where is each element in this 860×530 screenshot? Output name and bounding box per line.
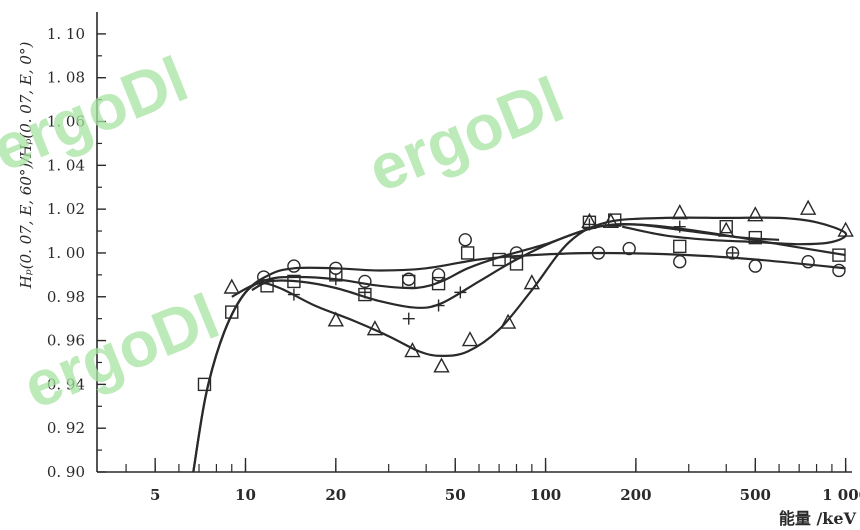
x-tick-label: 100 (530, 486, 561, 504)
square-marker (402, 274, 416, 289)
plus-marker (358, 286, 371, 299)
circle-marker (458, 233, 472, 247)
triangle-marker (223, 278, 240, 294)
square-marker (225, 305, 239, 319)
plus-marker (583, 218, 596, 231)
y-axis-label: Hₚ(0. 07, E, 60°)/Hₚ(0. 07, E, 0°) (17, 42, 35, 290)
triangle-marker (366, 320, 384, 336)
square-marker (832, 248, 846, 262)
plus-marker (673, 220, 686, 233)
circle-series-curve (192, 251, 846, 473)
square-marker (748, 230, 763, 245)
circle-marker (591, 246, 606, 260)
y-tick-label: 1. 02 (47, 200, 85, 218)
y-tick-label: 0. 96 (47, 332, 85, 350)
x-tick-label: 50 (445, 486, 466, 504)
triangle-marker (499, 313, 517, 329)
x-tick-label: 500 (740, 486, 771, 504)
triangle-marker (799, 199, 817, 215)
triangle-marker (602, 212, 620, 228)
triangle-marker (461, 331, 479, 347)
square-marker (719, 219, 733, 234)
axes: 0. 90 0. 92 0. 94 0. 96 0. 98 1. 00 1. 02 1. 04… (47, 12, 860, 504)
square-marker (260, 279, 274, 293)
plus-marker (454, 286, 467, 299)
y-tick-label: 1. 10 (47, 25, 85, 43)
square-marker (431, 276, 446, 291)
triangle-marker (327, 311, 344, 327)
plus-marker (287, 288, 300, 301)
y-tick-label: 0. 92 (47, 419, 85, 437)
circle-marker (431, 268, 446, 282)
circle-marker (287, 259, 301, 273)
circle-marker (509, 246, 524, 260)
plus-marker (329, 273, 342, 286)
circle-marker (748, 259, 763, 273)
circle-marker (358, 274, 372, 289)
square-marker (608, 213, 622, 227)
y-tick-label: 1. 06 (47, 113, 85, 131)
y-tick-label: 1. 04 (47, 156, 85, 174)
fitted-curves (192, 216, 848, 473)
y-tick-label: 1. 00 (47, 244, 85, 262)
triangle-marker (837, 221, 854, 237)
x-tick-label: 5 (150, 486, 160, 504)
axis-labels: Hₚ(0. 07, E, 60°)/Hₚ(0. 07, E, 0°) 能量 /k… (17, 42, 857, 528)
circle-marker (257, 270, 271, 284)
triangle-marker (718, 221, 735, 237)
triangle-marker (671, 204, 688, 220)
x-tick-label: 200 (620, 486, 651, 504)
triangle-marker (404, 342, 421, 358)
x-tick-label: 20 (325, 486, 346, 504)
x-tick-label: 1 000 (822, 486, 860, 504)
circle-marker (801, 255, 815, 269)
x-tick-label: 10 (235, 486, 256, 504)
circle-marker (673, 255, 687, 269)
circle-marker (622, 241, 636, 256)
y-tick-label: 0. 90 (47, 463, 85, 481)
square-marker (509, 257, 524, 271)
triangle-marker (747, 206, 764, 222)
plus-marker (402, 312, 415, 325)
plus-marker (432, 299, 445, 312)
triangle-marker (523, 274, 541, 290)
triangle-marker (433, 357, 450, 373)
y-tick-label: 1. 08 (47, 69, 85, 87)
plus-series-curve (251, 223, 780, 309)
square-marker (460, 246, 475, 260)
square-marker (287, 274, 301, 289)
triangle-series-curve (231, 216, 848, 357)
y-tick-label: 0. 94 (47, 375, 85, 393)
plus-marker (726, 246, 739, 259)
x-axis-label: 能量 /keV (779, 509, 857, 528)
square-marker (492, 252, 506, 267)
square-marker (673, 239, 687, 254)
data-markers (197, 199, 854, 392)
circle-marker (832, 263, 846, 278)
y-tick-label: 0. 98 (47, 288, 85, 306)
square-marker (197, 377, 212, 392)
triangle-marker (581, 212, 598, 228)
